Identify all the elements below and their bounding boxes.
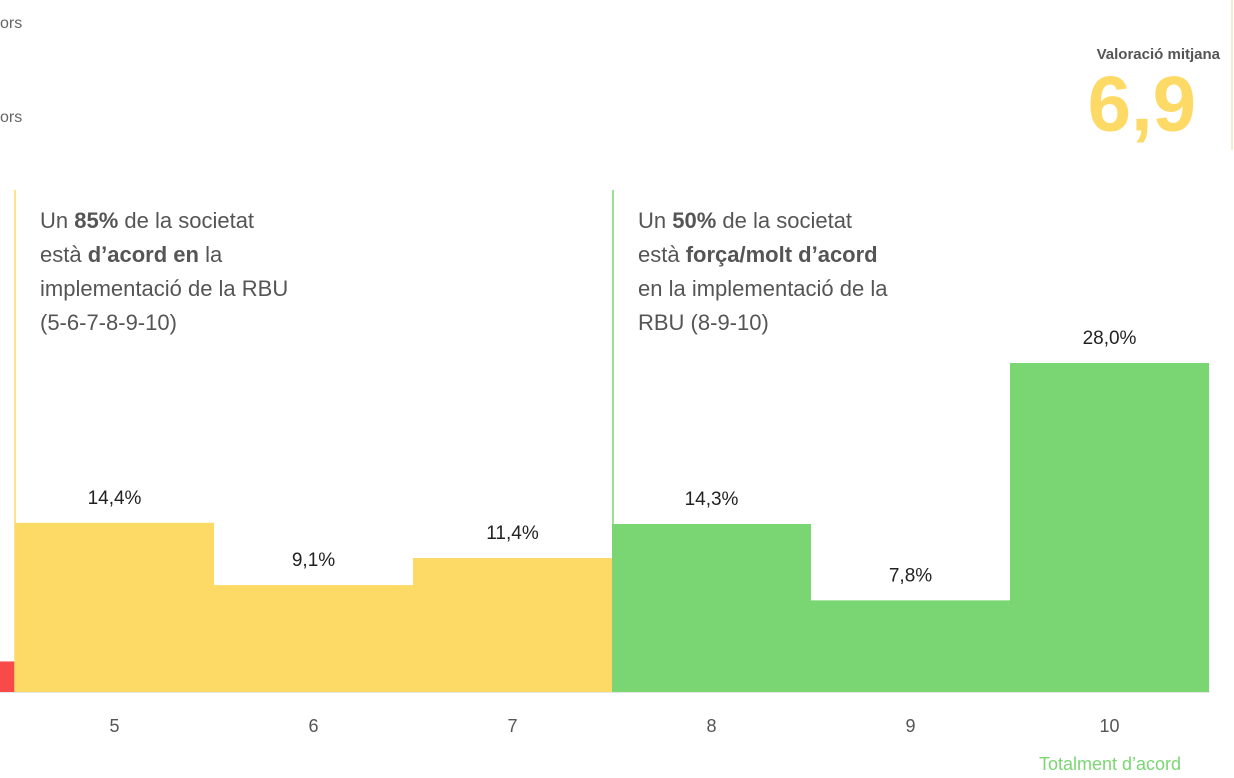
value-label: 14,3% [685, 489, 739, 510]
annotation-segment: en la implementació de la [638, 276, 888, 301]
cut-text: ors [0, 109, 22, 126]
annotation-segment: (5-6-7-8-9-10) [40, 310, 177, 335]
average-label: Valoració mitjana [1097, 46, 1221, 63]
annotation-segment: d’acord en [88, 242, 199, 267]
annotation-segment: de la societat [716, 208, 852, 233]
annotation-segment: està [40, 242, 88, 267]
bar [214, 585, 413, 692]
x-tick-label: 5 [109, 716, 119, 736]
bar [1010, 363, 1209, 692]
annotation-text: en la implementació de la [638, 276, 888, 301]
annotation-segment: la [199, 242, 223, 267]
x-tick-label: 9 [905, 716, 915, 736]
value-label: 28,0% [1083, 328, 1137, 349]
annotation-segment: 85% [74, 208, 118, 233]
value-label: 9,1% [292, 550, 335, 571]
annotation-text: Un 85% de la societat [40, 208, 254, 233]
value-label: 11,4% [486, 523, 539, 544]
average-value: 6,9 [1088, 60, 1196, 148]
annotation-segment: Un [638, 208, 672, 233]
value-label: 14,4% [88, 488, 142, 509]
bar [15, 522, 214, 692]
annotation-text: (5-6-7-8-9-10) [40, 310, 177, 335]
cut-text: ors [0, 15, 22, 32]
bar [612, 523, 811, 692]
annotation-segment: implementació de la RBU [40, 276, 288, 301]
value-label: 7,8% [889, 565, 932, 586]
annotation-text: està d’acord en la [40, 242, 223, 267]
annotation-segment: 50% [672, 208, 716, 233]
x-tick-label: 7 [507, 716, 517, 736]
annotation-segment: força/molt d’acord [686, 242, 878, 267]
annotation-text: està força/molt d’acord [638, 242, 878, 267]
bar [413, 558, 612, 692]
end-label: Totalment d’acord [1039, 754, 1181, 774]
annotation-segment: de la societat [118, 208, 254, 233]
x-tick-label: 8 [706, 716, 716, 736]
annotation-text: Un 50% de la societat [638, 208, 852, 233]
annotation-text: RBU (8-9-10) [638, 310, 769, 335]
annotation-segment: Un [40, 208, 74, 233]
bar [0, 661, 15, 692]
x-tick-label: 10 [1099, 716, 1119, 736]
annotation-segment: RBU (8-9-10) [638, 310, 769, 335]
x-tick-label: 6 [308, 716, 318, 736]
annotation-segment: està [638, 242, 686, 267]
annotation-text: implementació de la RBU [40, 276, 288, 301]
bar [811, 600, 1010, 692]
